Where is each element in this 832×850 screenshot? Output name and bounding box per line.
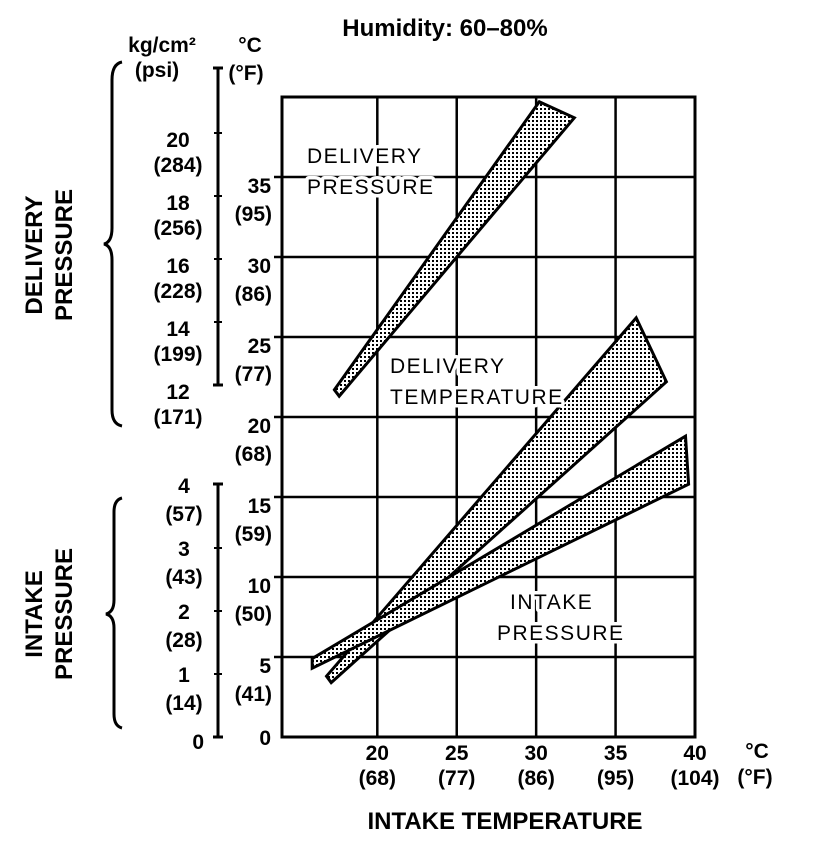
delivery-pressure-tick-label-alt: (256) [153,217,202,240]
band-delivery-pressure [332,99,577,399]
intake-pressure-tick-label: 4 [178,475,190,498]
band-label: INTAKE [510,591,593,614]
tick-labels: 20(68)25(77)30(86)35(95)40(104)05(41)10(… [153,129,719,790]
band-labels: DELIVERY PRESSURE DELIVERY TEMPERATURE INTAK… [304,142,627,649]
y-tick-label: 25 [248,335,272,358]
pressure-unit-alt: (psi) [135,59,179,82]
y-tick-label-alt: (59) [235,523,272,546]
band-intake-pressure [310,433,691,671]
band-label: DELIVERY [390,355,506,378]
intake-pressure-tick-label-alt: (14) [165,692,202,715]
y-tick-label: 5 [259,655,271,678]
delivery-pressure-brace [103,60,123,428]
y-tick-label-alt: (77) [235,363,272,386]
axis-title-line: INTAKE [21,570,48,658]
x-tick-label: 35 [604,742,628,765]
delivery-pressure-tick-label: 20 [166,129,189,152]
y-tick-label: 30 [248,255,271,278]
y-tick-label: 35 [248,175,272,198]
x-unit: °C [745,740,769,763]
delivery-pressure-tick-label: 14 [166,318,190,341]
x-tick-label-alt: (95) [597,767,634,790]
temp-unit: °C [238,34,262,57]
intake-pressure-brace [105,496,123,730]
axis-title-line: DELIVERY [21,195,48,314]
intake-pressure-tick-label: 1 [178,664,190,687]
y-tick-label-alt: (41) [235,683,272,706]
delivery-pressure-tick-label: 18 [166,192,190,215]
intake-pressure-tick-label: 2 [178,601,190,624]
y-tick-label: 15 [248,495,272,518]
band-label: PRESSURE [307,176,435,199]
band-label: PRESSURE [497,622,625,645]
x-tick-label-alt: (68) [359,767,396,790]
x-tick-label: 25 [445,742,469,765]
delivery-pressure-tick-label: 12 [166,381,189,404]
x-tick-label-alt: (77) [438,767,475,790]
y-tick-label-alt: (68) [235,443,272,466]
y-tick-label-alt: (95) [235,203,272,226]
x-unit-alt: (°F) [737,766,772,789]
band-label: TEMPERATURE [390,386,564,409]
intake-pressure-tick-label-alt: (43) [165,566,202,589]
x-tick-label-alt: (86) [517,767,554,790]
intake-pressure-tick-label: 0 [192,731,204,754]
delivery-pressure-tick-label-alt: (284) [153,154,202,177]
pressure-unit: kg/cm² [128,34,196,57]
intake-pressure-axis-title: INTAKE PRESSURE [21,548,78,680]
y-tick-label: 20 [248,415,271,438]
temp-unit-alt: (°F) [228,62,263,85]
bands [310,99,691,685]
band-label: DELIVERY [307,145,423,168]
delivery-pressure-tick-label-alt: (171) [153,406,202,429]
y-tick-label-alt: (86) [235,283,272,306]
intake-pressure-tick-label-alt: (28) [165,629,202,652]
intake-pressure-tick-label-alt: (57) [165,503,202,526]
x-tick-label: 20 [366,742,389,765]
y-tick-label-alt: (50) [235,603,272,626]
x-tick-label: 40 [683,742,706,765]
axis-title-line: PRESSURE [51,548,78,680]
axis-title-line: PRESSURE [51,189,78,321]
x-axis-title: INTAKE TEMPERATURE [367,808,642,835]
delivery-pressure-tick-label-alt: (228) [153,280,202,303]
band-delivery-temperature [324,315,669,685]
chart-title: Humidity: 60–80% [342,15,547,42]
y-tick-label: 10 [248,575,271,598]
delivery-pressure-axis-title: DELIVERY PRESSURE [21,189,78,321]
y-tick-label: 0 [259,727,271,750]
x-tick-label-alt: (104) [670,767,719,790]
delivery-pressure-tick-label-alt: (199) [153,343,202,366]
x-tick-label: 30 [524,742,547,765]
intake-pressure-tick-label: 3 [178,538,190,561]
delivery-pressure-tick-label: 16 [166,255,189,278]
